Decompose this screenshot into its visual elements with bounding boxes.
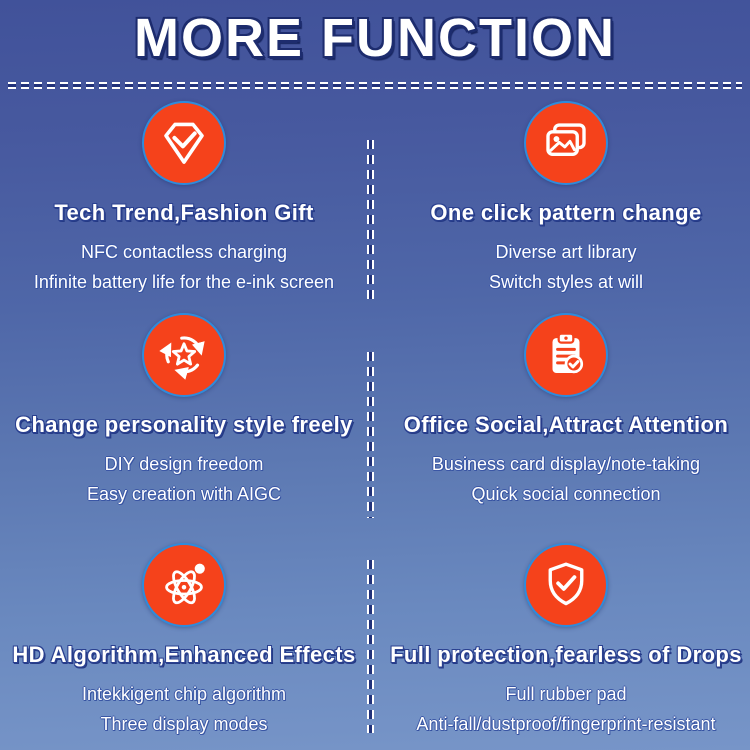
- gem-check-icon: [142, 101, 226, 185]
- feature-title: Full protection,fearless of Drops: [390, 642, 742, 667]
- feature-title: Office Social,Attract Attention: [403, 412, 729, 437]
- feature-line: DIY design freedom: [104, 454, 264, 474]
- pattern-images-icon: [524, 101, 608, 185]
- clipboard-check-icon: [524, 313, 608, 397]
- feature-line: Business card display/note-taking: [431, 454, 701, 474]
- feature-line: Anti-fall/dustproof/fingerprint-resistan…: [416, 714, 716, 734]
- feature-line: Easy creation with AIGC: [86, 484, 282, 504]
- feature-line: NFC contactless charging: [80, 242, 288, 262]
- style-refresh-star-icon: [142, 313, 226, 397]
- feature-pattern-change: One click pattern change Diverse art lib…: [382, 101, 750, 295]
- atom-algorithm-icon: [142, 543, 226, 627]
- feature-style-freely: Change personality style freely DIY desi…: [0, 313, 368, 507]
- feature-line: Diverse art library: [495, 242, 637, 262]
- feature-office-social: Office Social,Attract Attention Business…: [382, 313, 750, 507]
- feature-full-protection: Full protection,fearless of Drops Full r…: [382, 543, 750, 737]
- feature-title: One click pattern change: [430, 200, 702, 225]
- feature-line: Infinite battery life for the e-ink scre…: [33, 272, 335, 292]
- feature-hd-algorithm: HD Algorithm,Enhanced Effects Intekkigen…: [0, 543, 368, 737]
- shield-check-icon: [524, 543, 608, 627]
- feature-line: Intekkigent chip algorithm: [81, 684, 287, 704]
- page-title: MORE FUNCTION: [134, 8, 616, 68]
- feature-line: Three display modes: [100, 714, 268, 734]
- column-divider-row3: [367, 560, 374, 733]
- column-divider-row1: [367, 140, 374, 301]
- feature-line: Full rubber pad: [505, 684, 627, 704]
- title-divider-dashed-line: [8, 82, 742, 89]
- feature-title: Change personality style freely: [15, 412, 353, 437]
- feature-title: Tech Trend,Fashion Gift: [54, 200, 314, 225]
- feature-line: Quick social connection: [471, 484, 661, 504]
- feature-line: Switch styles at will: [488, 272, 644, 292]
- feature-title: HD Algorithm,Enhanced Effects: [12, 642, 356, 667]
- column-divider-row2: [367, 352, 374, 518]
- feature-tech-trend: Tech Trend,Fashion Gift NFC contactless …: [0, 101, 368, 295]
